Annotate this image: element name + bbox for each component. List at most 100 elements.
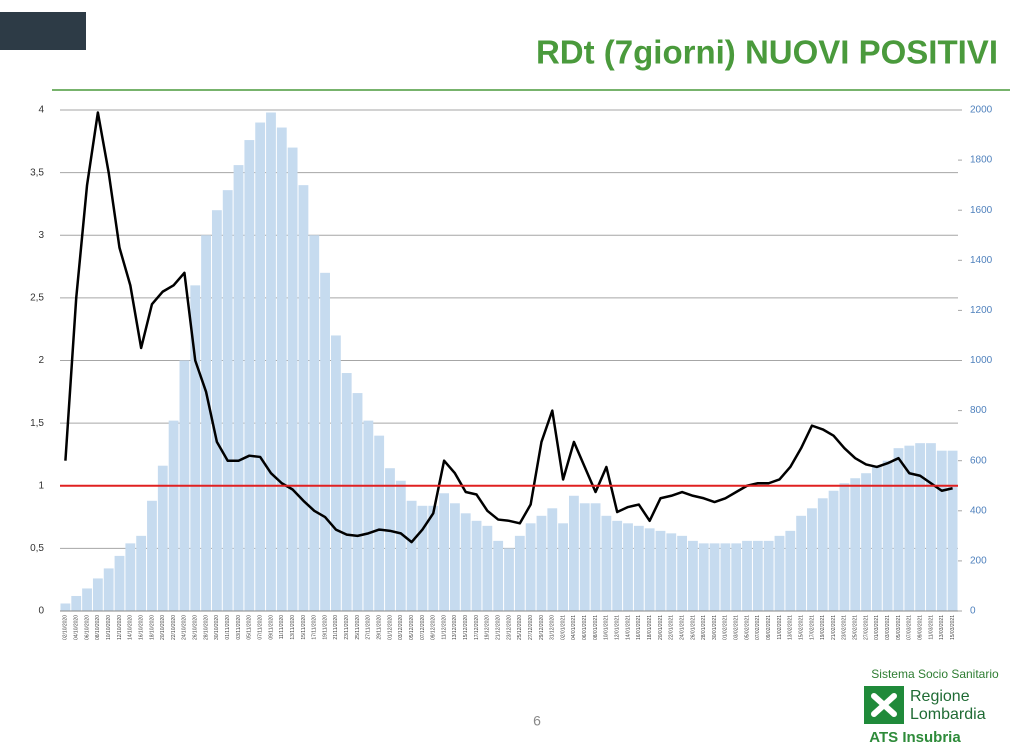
x-tick-label: 23/02/2021 — [842, 615, 848, 640]
logo-agency: ATS Insubria — [869, 729, 961, 746]
x-tick-label: 28/10/2020 — [203, 615, 209, 640]
bar — [374, 435, 385, 611]
x-tick-label: 26/10/2020 — [193, 615, 199, 640]
y-tick-label: 1,5 — [30, 418, 44, 429]
x-tick-label: 19/12/2020 — [485, 615, 491, 640]
x-tick-label: 22/10/2020 — [171, 615, 177, 640]
bar — [211, 210, 222, 611]
page-number: 6 — [533, 713, 541, 729]
y2-tick-label: 2000 — [970, 105, 993, 116]
bar — [850, 478, 861, 611]
x-tick-label: 01/12/2020 — [387, 615, 393, 640]
y2-tick-label: 1800 — [970, 155, 993, 166]
x-tick-label: 23/11/2020 — [344, 615, 350, 640]
bar — [136, 535, 147, 611]
x-tick-label: 03/12/2020 — [398, 615, 404, 640]
bar — [774, 535, 785, 611]
bar — [947, 450, 958, 611]
bar — [720, 543, 731, 611]
bar — [493, 540, 504, 611]
x-tick-label: 25/12/2020 — [517, 615, 523, 640]
x-tick-label: 13/03/2021 — [939, 615, 945, 640]
bar — [92, 578, 103, 611]
x-tick-label: 05/11/2020 — [247, 615, 253, 640]
x-tick-label: 17/12/2020 — [474, 615, 480, 640]
bar — [114, 555, 125, 611]
bar — [731, 543, 742, 611]
x-tick-label: 03/02/2021 — [734, 615, 740, 640]
x-tick-label: 05/03/2021 — [896, 615, 902, 640]
x-tick-label: 09/02/2021 — [766, 615, 772, 640]
y-tick-label: 1 — [38, 480, 44, 491]
bar — [103, 568, 114, 611]
bar — [547, 508, 558, 611]
bar — [525, 523, 536, 611]
x-tick-label: 27/11/2020 — [366, 615, 372, 640]
bar — [168, 420, 179, 611]
bar — [449, 503, 460, 611]
y2-tick-label: 0 — [970, 606, 976, 617]
bar — [807, 508, 817, 611]
bar — [536, 515, 547, 611]
x-tick-label: 06/01/2021 — [582, 615, 588, 640]
x-tick-label: 10/10/2020 — [106, 615, 112, 640]
x-tick-label: 19/11/2020 — [322, 615, 328, 640]
x-tick-label: 30/10/2020 — [214, 615, 220, 640]
bar — [915, 443, 926, 611]
bar — [785, 530, 796, 611]
x-tick-label: 24/01/2021 — [679, 615, 685, 640]
bar — [341, 373, 352, 611]
x-tick-label: 16/10/2020 — [138, 615, 144, 640]
x-tick-label: 23/12/2020 — [506, 615, 512, 640]
x-tick-label: 20/10/2020 — [160, 615, 166, 640]
bar — [666, 533, 677, 611]
bar — [882, 460, 893, 611]
x-tick-label: 01/03/2021 — [874, 615, 880, 640]
bar — [439, 493, 449, 611]
x-tick-label: 22/01/2021 — [669, 615, 675, 640]
bar — [157, 465, 168, 611]
y2-tick-label: 600 — [970, 455, 987, 466]
bar — [287, 147, 298, 611]
bar — [742, 540, 752, 611]
x-tick-label: 05/02/2021 — [744, 615, 750, 640]
bar — [201, 235, 211, 611]
bar — [828, 490, 839, 611]
bar — [147, 500, 157, 611]
bar — [71, 595, 82, 611]
x-tick-label: 14/01/2021 — [625, 615, 631, 640]
bar — [471, 520, 482, 611]
bar — [655, 530, 666, 611]
x-tick-label: 03/03/2021 — [885, 615, 891, 640]
bar — [504, 548, 514, 611]
y-tick-label: 0,5 — [30, 543, 44, 554]
logo-region-1: Regione — [910, 688, 970, 705]
y2-tick-label: 1200 — [970, 305, 993, 316]
bar — [612, 520, 623, 611]
x-tick-label: 02/10/2020 — [63, 615, 69, 640]
x-tick-label: 10/01/2021 — [604, 615, 610, 640]
bar — [298, 185, 309, 611]
logo-cross — [871, 693, 897, 717]
bar — [839, 483, 850, 611]
bar — [861, 473, 871, 611]
x-tick-label: 19/02/2021 — [820, 615, 826, 640]
bar — [579, 503, 590, 611]
y2-tick-label: 800 — [970, 405, 987, 416]
x-tick-label: 13/12/2020 — [452, 615, 458, 640]
x-tick-label: 16/01/2021 — [636, 615, 642, 640]
x-tick-label: 07/12/2020 — [420, 615, 426, 640]
bar — [266, 112, 276, 611]
bar — [330, 335, 341, 611]
bar — [677, 535, 688, 611]
x-tick-label: 04/01/2021 — [571, 615, 577, 640]
bar — [688, 540, 698, 611]
y2-tick-label: 200 — [970, 556, 987, 567]
bar — [352, 393, 363, 611]
x-tick-label: 11/12/2020 — [441, 615, 447, 640]
x-tick-label: 15/02/2021 — [798, 615, 804, 640]
x-tick-label: 15/03/2021 — [950, 615, 956, 640]
bar — [482, 525, 493, 611]
x-tick-label: 27/02/2021 — [863, 615, 869, 640]
